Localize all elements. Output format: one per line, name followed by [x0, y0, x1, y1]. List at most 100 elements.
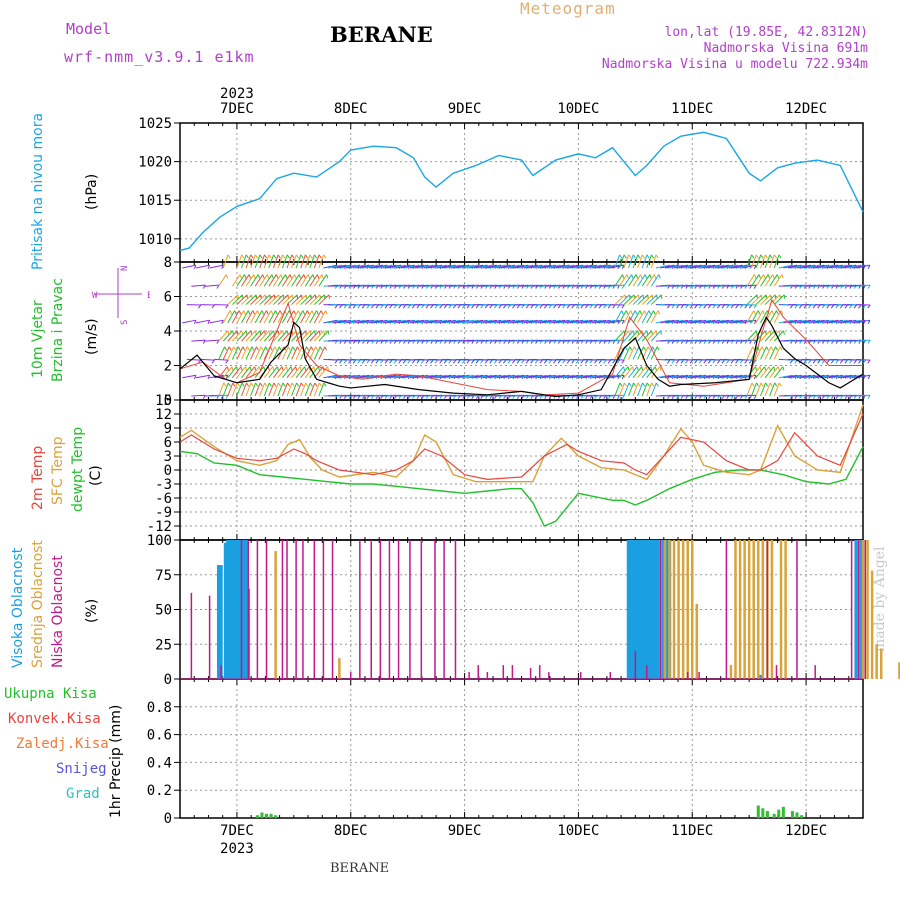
- wind-barb: [764, 346, 772, 360]
- wind-barb: [227, 254, 231, 259]
- wind-barb: [591, 264, 606, 269]
- wind-barb: [753, 310, 756, 315]
- wind-barb: [221, 360, 224, 363]
- wind-barb: [240, 366, 243, 371]
- wind-barb: [443, 304, 448, 309]
- wind-barb: [281, 254, 288, 269]
- cloud-bar-low: [434, 540, 436, 679]
- cloud-bar-low: [857, 540, 860, 679]
- wind-barb: [285, 274, 288, 279]
- wind-barb: [810, 264, 825, 269]
- wind-barb: [637, 294, 649, 305]
- wind-barb: [217, 360, 220, 363]
- wind-barb: [557, 304, 561, 309]
- cloud-bar-high: [626, 540, 631, 679]
- wind-barb: [632, 366, 635, 371]
- wind-barb: [268, 330, 271, 335]
- wind-barb: [229, 310, 233, 315]
- wind-barb: [311, 310, 315, 315]
- cloud-bar-mid: [695, 603, 699, 679]
- cloud-bar-low: [538, 665, 541, 679]
- wind-barb: [610, 374, 625, 379]
- wind-barb: [214, 394, 229, 397]
- wind-barb: [321, 274, 324, 279]
- wind-barb: [313, 366, 316, 371]
- wind-barb: [200, 358, 215, 361]
- cloud-bar-low: [529, 667, 532, 679]
- wind-barb: [819, 264, 834, 269]
- wind-barb: [295, 294, 307, 305]
- wind-barb: [815, 264, 829, 269]
- wind-barb: [770, 346, 774, 351]
- wind-barb: [259, 382, 263, 387]
- wind-barb: [391, 319, 406, 324]
- wind-barb: [304, 294, 316, 305]
- wind-barb: [724, 264, 738, 269]
- wind-barb: [193, 375, 197, 380]
- wind-barb: [680, 304, 684, 309]
- wind-barb: [396, 319, 411, 324]
- wind-barb: [650, 366, 653, 371]
- wind-barb: [421, 304, 425, 309]
- wind-barb: [603, 359, 607, 364]
- wind-barb: [553, 304, 557, 309]
- wind-barb: [450, 264, 465, 269]
- wind-barb: [817, 304, 821, 309]
- wind-barb: [573, 264, 588, 269]
- wind-barb: [318, 294, 330, 305]
- wind-barb: [195, 319, 210, 324]
- wind-barb: [584, 304, 589, 309]
- wind-barb: [272, 366, 275, 371]
- wind-barb: [867, 319, 871, 325]
- wind-barb: [324, 346, 328, 351]
- wind-barb: [637, 382, 644, 397]
- y-tick-label: -9: [155, 505, 172, 521]
- wind-barb: [714, 374, 729, 379]
- wind-barb: [815, 374, 830, 379]
- wind-barb: [867, 394, 871, 399]
- wind-barb: [696, 319, 711, 324]
- wind-barb: [265, 346, 268, 351]
- wind-barb: [573, 319, 588, 324]
- wind-barb: [757, 310, 761, 315]
- wind-barb: [214, 358, 229, 361]
- wind-barb: [334, 304, 338, 309]
- y-tick-label: -12: [147, 519, 172, 535]
- wind-barb: [318, 382, 325, 397]
- wind-barb: [489, 304, 493, 309]
- wind-barb: [291, 330, 302, 342]
- wind-barb: [779, 346, 783, 351]
- wind-barb: [222, 310, 231, 324]
- wind-barb: [753, 319, 757, 325]
- wind-barb: [475, 304, 479, 309]
- wind-barb: [346, 319, 361, 324]
- wind-barb: [649, 274, 652, 279]
- wind-barb: [325, 310, 328, 315]
- wind-barb: [748, 359, 753, 364]
- wind-barb: [317, 366, 320, 371]
- wind-barb: [575, 359, 580, 364]
- precip-legend-snow: Snijeg: [56, 761, 107, 777]
- wind-barb: [783, 330, 785, 335]
- wind-barb: [232, 294, 243, 305]
- wind-barb: [332, 374, 347, 379]
- wind-barb: [245, 366, 248, 371]
- wind-barb: [769, 254, 775, 269]
- wind-barb: [318, 254, 325, 269]
- wind-barb: [305, 254, 309, 259]
- wind-barb: [660, 294, 663, 299]
- wind-barb: [291, 382, 295, 387]
- wind-barb: [503, 304, 507, 309]
- wind-speed-red-line: [179, 298, 863, 396]
- wind-barb: [719, 374, 734, 379]
- wind-barb: [207, 375, 211, 380]
- wind-barb: [225, 375, 229, 380]
- wind-barb: [619, 366, 629, 379]
- wind-barb: [350, 264, 365, 269]
- wind-barb: [768, 366, 771, 371]
- wind-barb: [610, 319, 625, 324]
- wind-barb: [277, 254, 281, 259]
- wind-barb: [801, 319, 816, 324]
- precip-bar: [795, 812, 799, 818]
- wind-barb: [502, 359, 507, 364]
